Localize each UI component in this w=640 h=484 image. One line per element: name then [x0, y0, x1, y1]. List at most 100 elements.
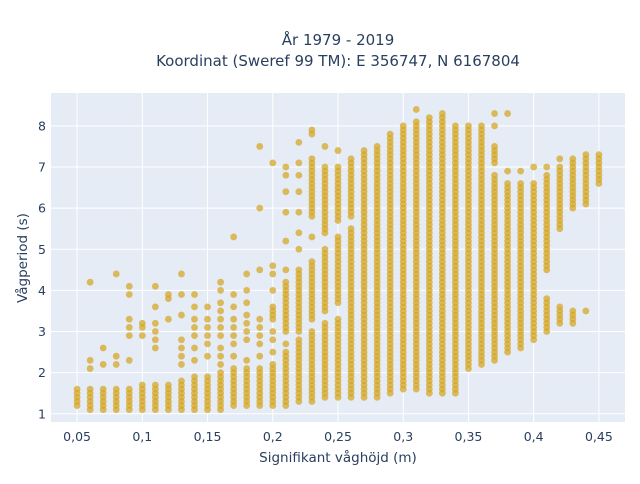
data-point	[243, 356, 251, 364]
data-point	[321, 245, 329, 253]
data-point	[204, 373, 211, 381]
data-point	[230, 291, 238, 298]
data-point	[151, 344, 159, 352]
data-point	[243, 299, 251, 307]
x-tick-label: 0,2	[263, 429, 283, 444]
data-point	[112, 270, 120, 278]
data-point	[269, 262, 277, 270]
data-point	[86, 385, 94, 393]
data-point	[256, 315, 264, 323]
data-point	[569, 155, 577, 163]
data-point	[269, 159, 277, 167]
data-point	[138, 381, 146, 389]
data-point	[125, 315, 133, 323]
data-point	[504, 110, 511, 117]
data-point	[243, 336, 251, 344]
chart-title-line-1: År 1979 - 2019	[282, 30, 395, 49]
data-point	[217, 361, 224, 368]
data-point	[452, 122, 459, 130]
y-tick-label: 4	[38, 283, 46, 298]
data-point	[295, 266, 303, 274]
data-point	[243, 311, 251, 319]
data-point	[204, 340, 211, 348]
data-point	[295, 188, 303, 196]
data-point	[465, 122, 472, 130]
data-point	[151, 282, 159, 290]
data-point	[138, 332, 146, 340]
data-point	[269, 336, 277, 344]
data-point	[269, 303, 277, 311]
data-point	[204, 332, 211, 340]
data-point	[491, 171, 498, 179]
data-point	[308, 328, 316, 335]
data-point	[112, 361, 120, 368]
data-point	[491, 110, 498, 117]
data-point	[138, 319, 146, 327]
data-point	[204, 324, 211, 331]
data-point	[295, 208, 303, 216]
data-point	[178, 352, 185, 360]
data-point	[217, 369, 224, 377]
data-point	[269, 361, 277, 368]
data-point	[256, 266, 264, 274]
data-point	[230, 340, 238, 348]
data-point	[295, 229, 303, 237]
x-axis-title: Signifikant våghöjd (m)	[259, 449, 417, 466]
data-point	[125, 282, 133, 290]
data-point	[191, 303, 198, 311]
data-point	[269, 270, 277, 278]
data-point	[125, 291, 133, 298]
x-tick-label: 0,4	[524, 429, 544, 444]
data-point	[334, 163, 342, 171]
y-tick-label: 6	[38, 201, 46, 216]
data-point	[73, 385, 81, 393]
x-tick-label: 0,3	[393, 429, 413, 444]
data-point	[282, 208, 290, 216]
data-point	[269, 287, 277, 294]
data-point	[491, 143, 498, 150]
data-point	[204, 303, 211, 311]
data-point	[256, 352, 264, 360]
data-point	[334, 233, 342, 241]
data-point	[543, 295, 551, 303]
data-point	[191, 324, 198, 331]
data-point	[308, 155, 316, 163]
y-axis-ticks: 1 2 3 4 5 6 7 8	[38, 118, 46, 421]
data-point	[334, 315, 342, 323]
data-point	[425, 114, 433, 122]
data-point	[178, 311, 185, 319]
data-point	[151, 328, 159, 335]
data-point	[595, 151, 603, 159]
data-point	[360, 147, 368, 154]
data-point	[282, 188, 290, 196]
data-point	[178, 336, 185, 344]
data-point	[530, 163, 538, 171]
data-point	[86, 356, 94, 364]
x-tick-label: 0,1	[132, 429, 152, 444]
data-point	[569, 307, 577, 315]
data-point	[478, 122, 485, 130]
data-point	[165, 291, 172, 298]
data-point	[282, 171, 290, 179]
data-point	[204, 315, 211, 323]
data-point	[165, 381, 172, 389]
data-point	[282, 266, 290, 274]
data-point	[243, 287, 251, 294]
data-point	[217, 307, 224, 315]
data-point	[125, 332, 133, 340]
data-point	[256, 204, 264, 212]
data-point	[295, 336, 303, 344]
data-point	[256, 340, 264, 348]
data-point	[151, 381, 159, 389]
data-point	[151, 303, 159, 311]
x-tick-label: 0,35	[455, 429, 483, 444]
data-point	[217, 299, 224, 307]
data-point	[491, 122, 498, 130]
data-point	[243, 365, 251, 372]
data-point	[151, 319, 159, 327]
data-point	[230, 303, 238, 311]
data-point	[295, 159, 303, 167]
data-point	[125, 385, 133, 393]
